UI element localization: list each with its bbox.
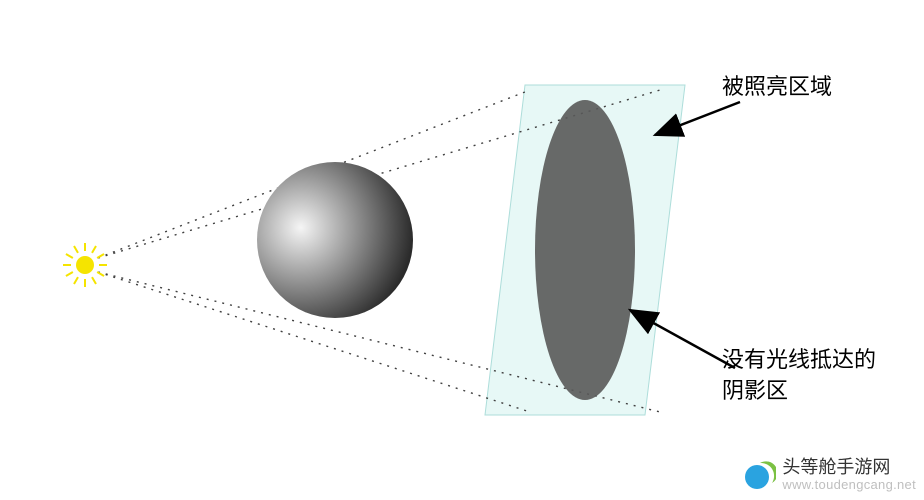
label-illuminated: 被照亮区域: [722, 72, 832, 103]
sun-icon: [63, 243, 107, 287]
shadow-region: [535, 100, 635, 400]
watermark-url: www.toudengcang.net: [782, 478, 916, 492]
watermark-logo-icon: [744, 459, 776, 491]
label-shadow: 没有光线抵达的 阴影区: [722, 345, 876, 407]
occluding-sphere: [257, 162, 413, 318]
watermark-title: 头等舱手游网: [782, 458, 916, 478]
watermark: 头等舱手游网 www.toudengcang.net: [744, 458, 916, 492]
